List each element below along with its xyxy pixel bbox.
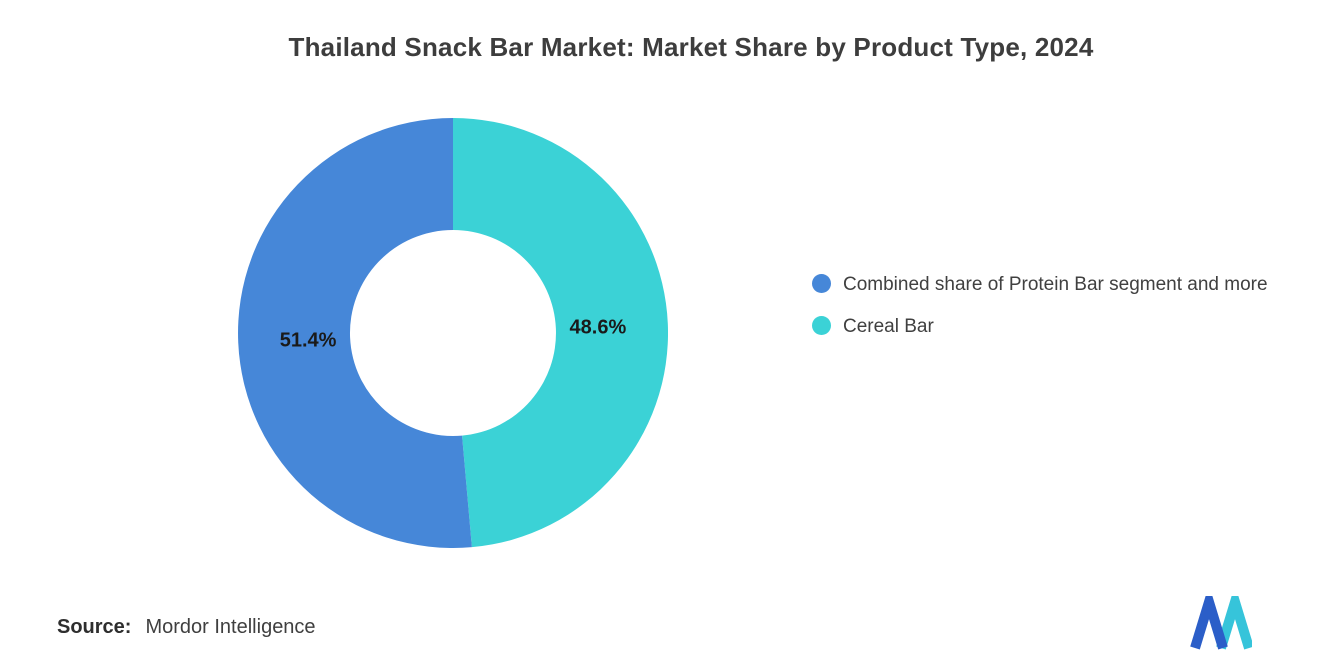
logo-blue-stroke <box>1190 596 1228 650</box>
chart-title: Thailand Snack Bar Market: Market Share … <box>288 32 1094 62</box>
donut-slice[interactable] <box>238 118 472 548</box>
legend-item-cereal-bar[interactable]: Cereal Bar <box>812 312 1290 341</box>
source-value: Mordor Intelligence <box>145 616 316 638</box>
donut-chart[interactable]: 48.6% 51.4% <box>238 118 669 548</box>
legend-item-protein-bar[interactable]: Combined share of Protein Bar segment an… <box>812 270 1290 299</box>
source-row: Source: Mordor Intelligence <box>57 616 316 639</box>
legend-label-cereal-bar: Cereal Bar <box>843 316 934 337</box>
source-label: Source: <box>57 616 132 638</box>
logo-teal-stroke <box>1216 596 1252 650</box>
slice-data-label: 51.4% <box>280 329 337 351</box>
legend-label-protein-bar: Combined share of Protein Bar segment an… <box>843 274 1268 295</box>
legend-marker-cereal-bar-icon <box>812 316 831 335</box>
slice-data-label: 48.6% <box>570 317 627 339</box>
legend-marker-protein-bar-icon <box>812 274 831 293</box>
chart-legend: Combined share of Protein Bar segment an… <box>812 270 1290 341</box>
mordor-intelligence-logo <box>1190 596 1252 650</box>
donut-slice[interactable] <box>453 118 669 548</box>
